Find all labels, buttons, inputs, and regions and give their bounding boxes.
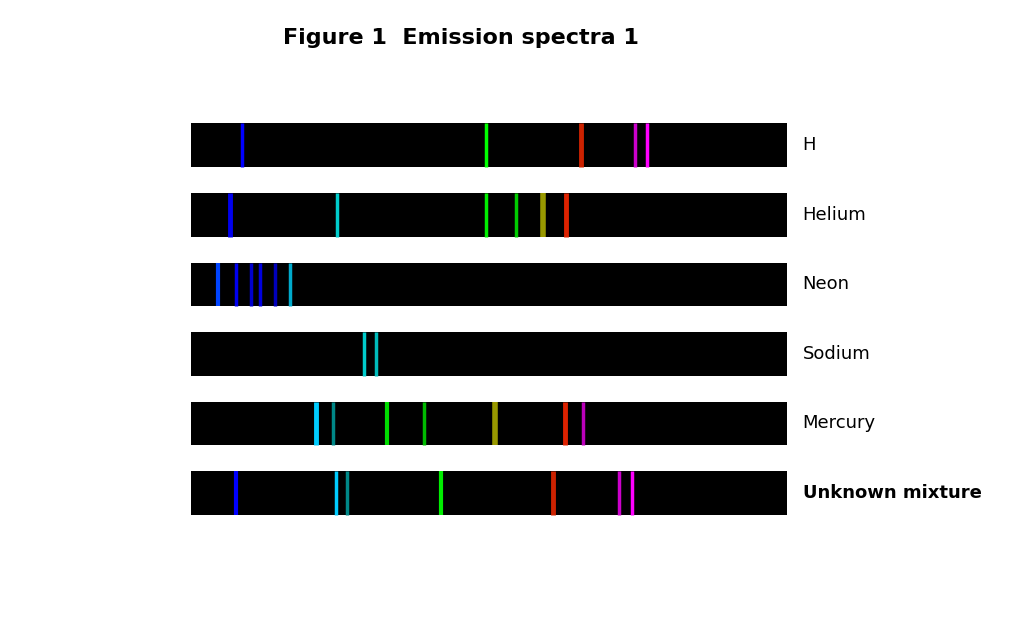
Bar — [191, 262, 786, 307]
Bar — [191, 332, 786, 376]
Text: Sodium: Sodium — [803, 345, 870, 363]
Bar — [191, 471, 786, 515]
Bar — [191, 401, 786, 446]
Text: Figure 1  Emission spectra 1: Figure 1 Emission spectra 1 — [283, 28, 639, 49]
Text: H: H — [803, 137, 816, 154]
Text: Unknown mixture: Unknown mixture — [803, 484, 981, 502]
Text: Helium: Helium — [803, 206, 866, 224]
Text: Neon: Neon — [803, 276, 850, 293]
Bar — [191, 193, 786, 237]
Text: Mercury: Mercury — [803, 415, 876, 432]
Bar — [191, 123, 786, 167]
